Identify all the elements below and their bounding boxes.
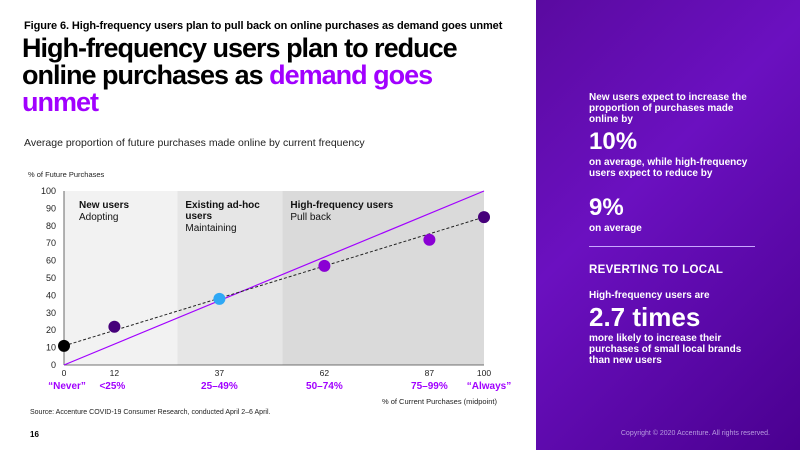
insight-sidebar: New users expect to increase the proport…: [536, 0, 800, 450]
x-tick-label: 12: [110, 368, 120, 378]
region-band-2: [282, 191, 484, 365]
headline-line-3: unmet: [22, 87, 99, 117]
x-axis-title: % of Current Purchases (midpoint): [382, 397, 498, 406]
y-tick-label: 10: [46, 343, 56, 353]
data-point-1: [108, 320, 121, 333]
x-tick-label: 62: [320, 368, 330, 378]
data-point-4: [423, 233, 436, 246]
sidebar-stat-2-7: 2.7 times: [589, 302, 701, 332]
x-category-label: 50–74%: [306, 381, 343, 392]
headline-line-2-plain: online purchases as: [22, 60, 270, 90]
y-tick-label: 80: [46, 221, 56, 231]
y-tick-label: 70: [46, 238, 56, 248]
sidebar-text-3: on average: [589, 223, 642, 234]
data-point-0: [58, 339, 70, 352]
y-tick-label: 20: [46, 325, 56, 335]
reference-line: [63, 190, 485, 366]
x-category-label: “Always”: [467, 381, 511, 392]
y-tick-label: 0: [51, 360, 56, 370]
sidebar-text-5: more likely to increase their purchases …: [589, 333, 742, 366]
sidebar-divider: [589, 246, 755, 247]
y-tick-label: 50: [46, 273, 56, 283]
x-tick-label: 0: [62, 368, 67, 378]
y-axis-title: % of Future Purchases: [28, 170, 105, 179]
y-tick-label: 40: [46, 290, 56, 300]
x-tick-label: 37: [215, 368, 225, 378]
copyright: Copyright © 2020 Accenture. All rights r…: [620, 430, 770, 437]
sidebar-text-1: New users expect to increase the proport…: [589, 92, 747, 125]
trend-line: [63, 216, 485, 347]
region-band-0: [64, 191, 178, 365]
headline-line-2: online purchases as demand goes: [22, 62, 522, 89]
x-category-label: “Never”: [48, 381, 86, 392]
figure-label: Figure 6. High-frequency users plan to p…: [24, 20, 503, 32]
sidebar-stat-10: 10%: [589, 128, 638, 155]
region-title-2: High-frequency users: [290, 200, 393, 211]
x-category-label: 25–49%: [201, 381, 238, 392]
region-subtitle-2: Pull back: [290, 212, 332, 223]
y-tick-label: 60: [46, 256, 56, 266]
region-title-0: New users: [79, 200, 129, 211]
data-point-3: [318, 259, 331, 272]
region-band-1: [177, 191, 283, 365]
y-tick-label: 100: [41, 186, 56, 196]
headline: High-frequency users plan to reduce onli…: [22, 35, 522, 116]
headline-line-1: High-frequency users plan to reduce: [22, 33, 458, 63]
chart-subtitle: Average proportion of future purchases m…: [24, 137, 365, 149]
sidebar-stat-9: 9%: [589, 194, 624, 221]
region-subtitle-0: Adopting: [79, 212, 118, 223]
source-note: Source: Accenture COVID-19 Consumer Rese…: [30, 409, 271, 416]
chart-container: New users Adopting Existing ad-hoc users Mai…: [0, 160, 536, 410]
headline-line-2-accent: demand goes: [269, 60, 433, 90]
x-tick-label: 87: [425, 368, 435, 378]
data-point-5: [478, 211, 490, 224]
sidebar-text-4: High-frequency users are: [589, 290, 710, 301]
y-tick-label: 90: [46, 203, 56, 213]
region-subtitle-1: Maintaining: [185, 223, 236, 234]
page-number: 16: [30, 430, 39, 439]
x-tick-label: 100: [477, 368, 491, 378]
region-title-1: Existing ad-hoc users: [185, 200, 260, 222]
data-point-2: [213, 292, 226, 305]
sidebar-heading: REVERTING TO LOCAL: [589, 264, 724, 276]
y-tick-label: 30: [46, 308, 56, 318]
sidebar-text-2: on average, while high-frequency users e…: [589, 157, 748, 179]
main-panel: Figure 6. High-frequency users plan to p…: [0, 20, 536, 439]
x-category-label: 75–99%: [411, 381, 448, 392]
x-category-label: <25%: [99, 381, 125, 392]
